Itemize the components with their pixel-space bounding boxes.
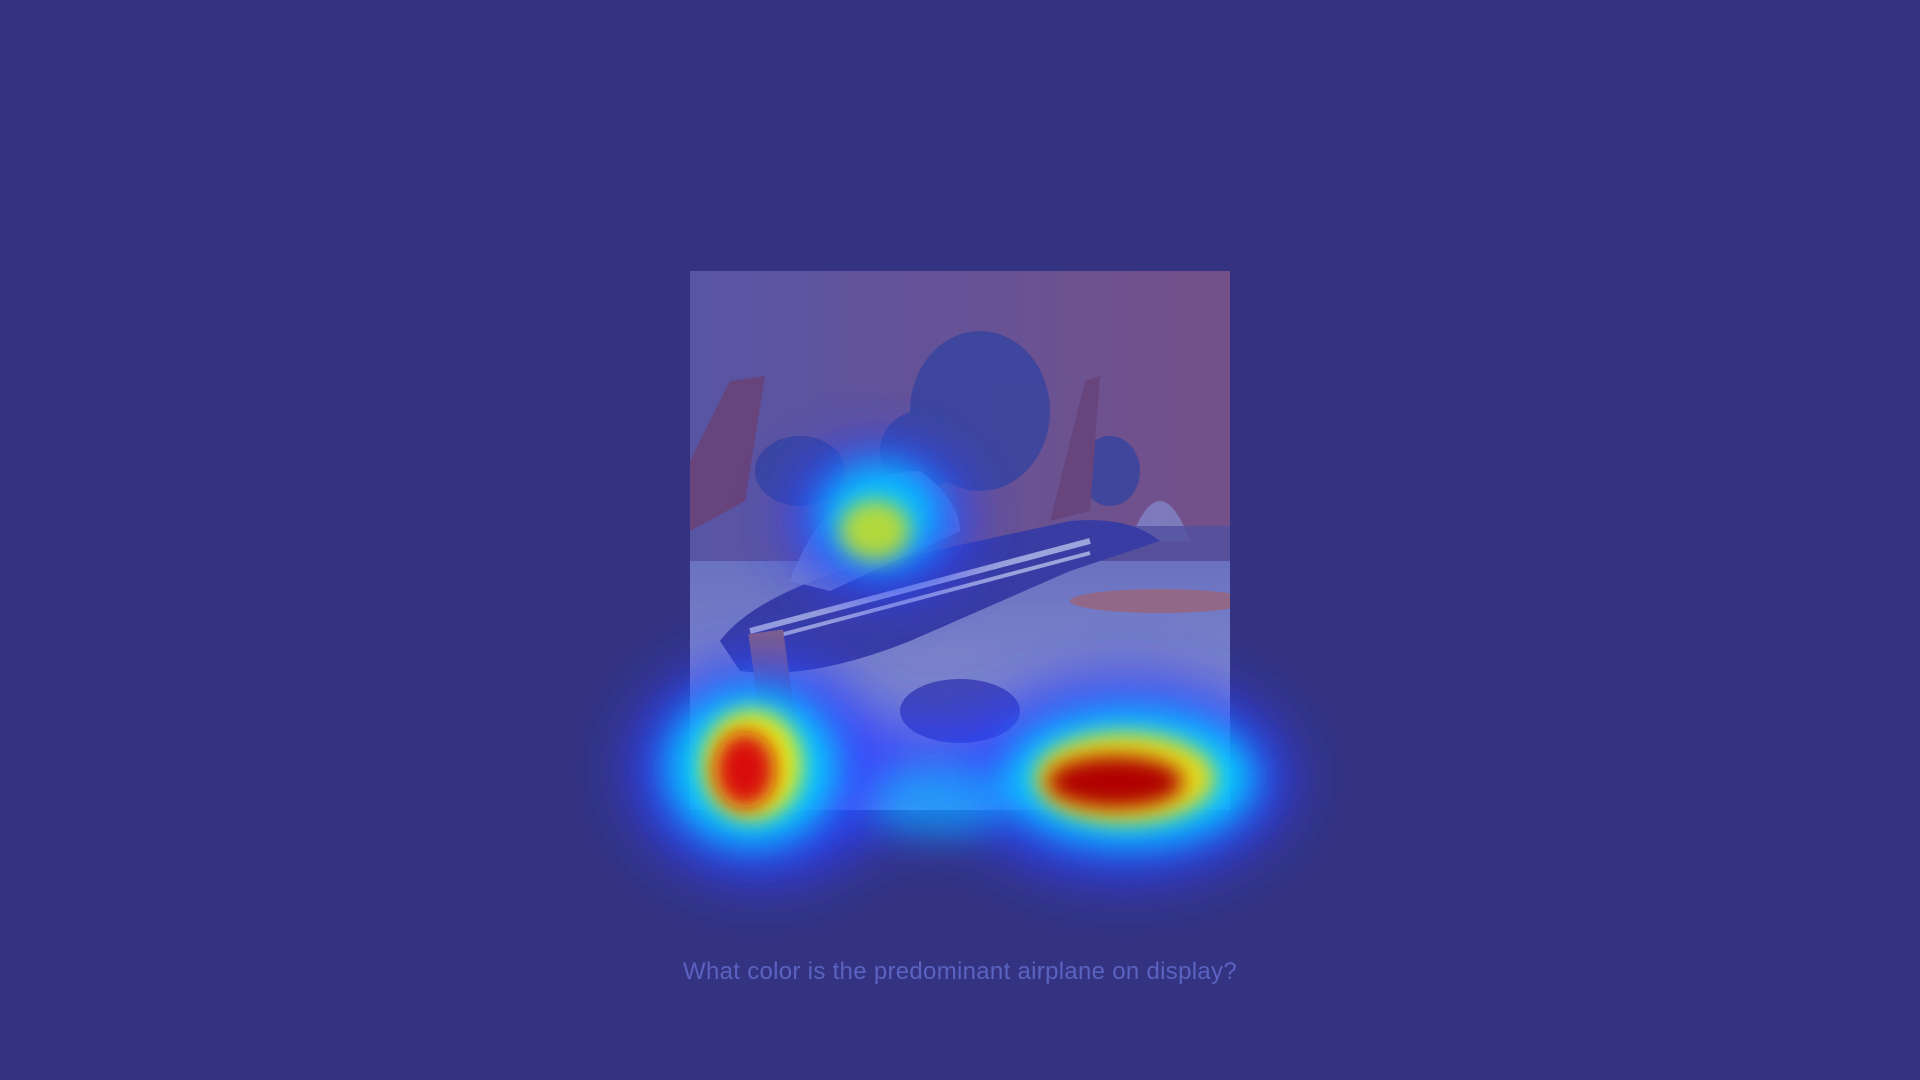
airplane-scene	[690, 271, 1230, 810]
airplane-fuselage	[720, 520, 1160, 673]
airplane-photo	[690, 271, 1230, 810]
question-text: What color is the predominant airplane o…	[683, 958, 1237, 985]
